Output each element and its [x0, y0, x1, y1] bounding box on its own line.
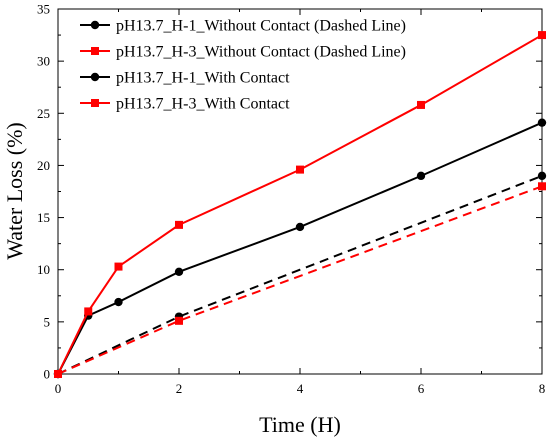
tick-labels: 0 2 4 6 8 0 5 10 15 20 25 30 35	[37, 2, 545, 397]
y-tick-label: 0	[44, 367, 51, 382]
legend-label: pH13.7_H-3_Without Contact (Dashed Line)	[116, 44, 406, 61]
y-tick-label: 35	[37, 2, 50, 17]
y-tick-label: 30	[37, 54, 50, 69]
legend-label: pH13.7_H-1_With Contact	[116, 70, 290, 87]
data-point	[54, 370, 62, 378]
legend: pH13.7_H-1_Without Contact (Dashed Line)…	[80, 18, 406, 113]
y-tick-label: 25	[37, 106, 50, 121]
legend-entry: pH13.7_H-1_With Contact	[80, 70, 290, 87]
data-point	[296, 165, 304, 174]
series-3	[53, 118, 547, 379]
data-point	[537, 118, 547, 127]
legend-entry: pH13.7_H-3_With Contact	[80, 96, 290, 113]
y-axis-title: Water Loss (%)	[2, 122, 27, 260]
y-tick-label: 5	[44, 314, 51, 329]
data-point	[114, 262, 123, 271]
series-4	[54, 31, 546, 378]
plot-frame	[57, 8, 543, 375]
series-2	[54, 182, 546, 378]
x-axis-title: Time (H)	[259, 412, 341, 437]
data-point	[295, 222, 305, 232]
data-point	[114, 297, 123, 307]
x-tick-label: 2	[176, 381, 183, 396]
legend-entry: pH13.7_H-1_Without Contact (Dashed Line)	[80, 18, 406, 35]
data-point	[175, 316, 183, 325]
data-point	[538, 182, 546, 191]
legend-marker	[90, 72, 100, 82]
legend-marker	[90, 20, 100, 30]
series-layer	[53, 31, 547, 379]
data-point	[538, 31, 546, 40]
data-point	[416, 171, 426, 181]
data-point	[175, 220, 183, 229]
y-tick-label: 15	[37, 210, 50, 225]
x-tick-label: 8	[539, 381, 546, 396]
data-point	[537, 171, 547, 181]
legend-label: pH13.7_H-3_With Contact	[116, 96, 290, 113]
x-tick-label: 4	[297, 381, 304, 396]
axis-ticks	[57, 8, 543, 375]
y-tick-label: 10	[37, 262, 50, 277]
series-line	[57, 174, 543, 375]
series-line	[57, 121, 543, 375]
legend-marker	[91, 47, 99, 55]
data-point	[84, 307, 93, 316]
legend-label: pH13.7_H-1_Without Contact (Dashed Line)	[116, 18, 406, 35]
series-line	[57, 185, 543, 375]
y-tick-label: 20	[37, 158, 50, 173]
x-tick-label: 6	[418, 381, 425, 396]
legend-marker	[91, 99, 99, 107]
data-point	[417, 100, 425, 109]
legend-entry: pH13.7_H-3_Without Contact (Dashed Line)	[80, 44, 406, 61]
data-point	[174, 267, 184, 276]
x-tick-label: 0	[55, 381, 62, 396]
